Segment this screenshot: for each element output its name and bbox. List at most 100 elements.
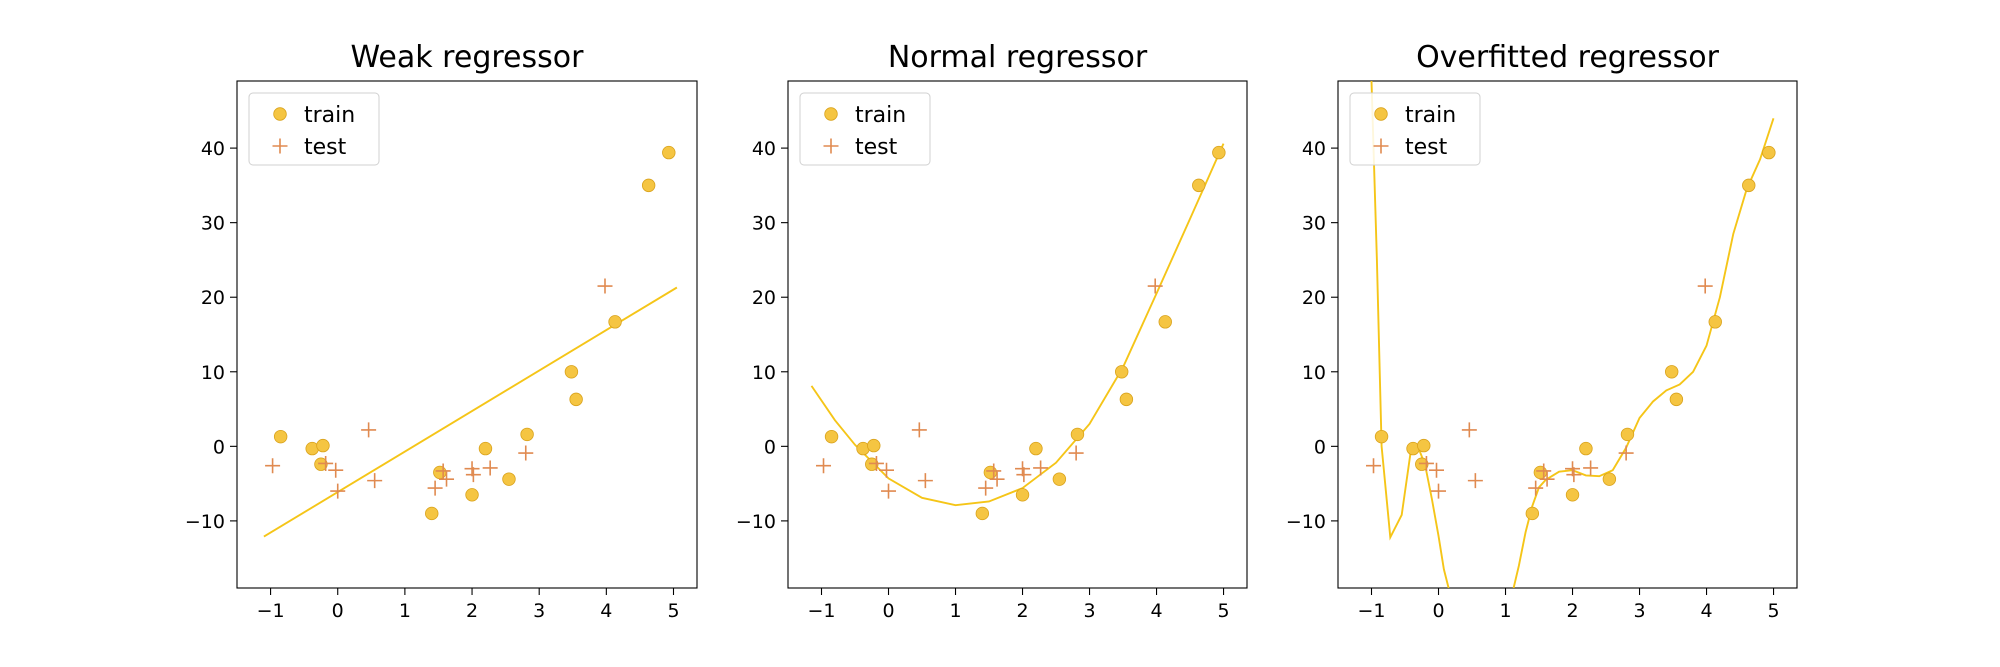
x-tick-label: 1 (399, 600, 411, 622)
legend-train-marker (824, 107, 838, 121)
train-point (1669, 392, 1684, 407)
train-point (1114, 365, 1129, 379)
legend-train-label: train (1405, 103, 1456, 128)
train-point (564, 365, 579, 379)
test-point (911, 422, 927, 438)
train-point (465, 488, 479, 502)
test-point (1536, 463, 1552, 479)
test-point (989, 471, 1005, 487)
x-tick-label: 5 (1218, 600, 1230, 622)
train-point (273, 429, 288, 444)
legend-test-marker (272, 138, 288, 154)
test-point (1618, 445, 1634, 461)
y-tick-label: 20 (201, 287, 225, 309)
legend-test-label: test (1405, 135, 1448, 160)
y-tick-label: −10 (185, 511, 225, 533)
y-tick-label: 10 (1302, 362, 1326, 384)
train-point (1374, 429, 1389, 444)
x-tick-label: −1 (807, 600, 835, 622)
regression-curve (1512, 118, 1775, 588)
axes-frame (236, 80, 698, 589)
train-point (824, 429, 839, 444)
test-point (1418, 455, 1434, 471)
x-tick-label: 2 (1566, 600, 1578, 622)
axes-frame (787, 80, 1248, 589)
test-point (439, 471, 455, 487)
y-tick-label: 30 (201, 213, 225, 235)
legend-test-marker (1373, 138, 1389, 154)
legend-train-label: train (855, 103, 906, 128)
train-point (975, 506, 990, 521)
train-point (1417, 438, 1431, 453)
test-point (879, 462, 895, 478)
x-tick-label: 4 (1150, 600, 1162, 622)
x-tick-label: 0 (882, 600, 894, 622)
train-point (1015, 488, 1030, 502)
train-point (1192, 178, 1206, 193)
train-point (1742, 178, 1756, 193)
test-point (465, 467, 481, 483)
plot-area (263, 145, 678, 538)
x-tick-label: 5 (1768, 600, 1780, 622)
test-point (978, 480, 994, 496)
x-tick-label: 3 (533, 600, 545, 622)
test-point (265, 458, 281, 474)
train-point (502, 472, 516, 486)
chart-title: Overfitted regressor (1416, 40, 1720, 75)
y-tick-label: 0 (764, 436, 776, 458)
legend: train test (248, 92, 380, 166)
train-point (983, 465, 998, 480)
y-tick-label: 0 (1314, 436, 1326, 458)
train-point (1070, 427, 1085, 442)
x-tick-label: 3 (1633, 600, 1645, 622)
test-point (1431, 483, 1447, 499)
y-tick-label: 40 (752, 138, 776, 160)
regression-curve (263, 286, 678, 538)
test-point (328, 462, 344, 478)
train-point (867, 438, 881, 453)
test-point (1429, 462, 1444, 478)
test-point (482, 460, 498, 476)
train-point (1602, 472, 1617, 486)
test-point (1566, 467, 1582, 483)
train-point (433, 465, 447, 480)
train-point (425, 506, 439, 521)
test-point (597, 278, 613, 294)
train-point (520, 427, 534, 442)
y-tick-label: −10 (736, 511, 776, 533)
train-point (1525, 506, 1540, 521)
test-point (361, 422, 377, 438)
y-tick-label: 30 (752, 213, 776, 235)
legend-train-marker (273, 107, 287, 121)
test-point (464, 461, 480, 477)
test-point (518, 445, 534, 461)
x-tick-label: 5 (667, 600, 679, 622)
x-tick-label: 4 (1700, 600, 1712, 622)
legend: train test (799, 92, 931, 166)
train-point (1762, 145, 1776, 160)
plot-area (810, 143, 1226, 521)
chart-title: Weak regressor (351, 40, 585, 75)
legend-test-label: test (855, 135, 898, 160)
y-tick-label: 20 (1302, 287, 1326, 309)
test-point (427, 480, 443, 496)
test-point (816, 458, 832, 474)
train-point (1708, 315, 1722, 329)
test-point (1467, 473, 1483, 489)
test-point (367, 473, 383, 489)
legend-train-marker (1374, 107, 1388, 121)
train-point (569, 392, 583, 407)
test-point (1068, 445, 1084, 461)
test-point (1528, 480, 1544, 496)
y-tick-label: 30 (1302, 213, 1326, 235)
test-point (917, 473, 933, 489)
train-point (1579, 441, 1593, 456)
train-point (1029, 441, 1043, 456)
train-point (316, 438, 330, 453)
test-point (1366, 458, 1382, 474)
train-point (1533, 465, 1548, 480)
chart-panel-2: Normal regressor−1 0 1 2 3 4 5−10010203040trai… (736, 40, 1248, 622)
test-point (1016, 467, 1032, 483)
axes-frame (1337, 80, 1798, 589)
